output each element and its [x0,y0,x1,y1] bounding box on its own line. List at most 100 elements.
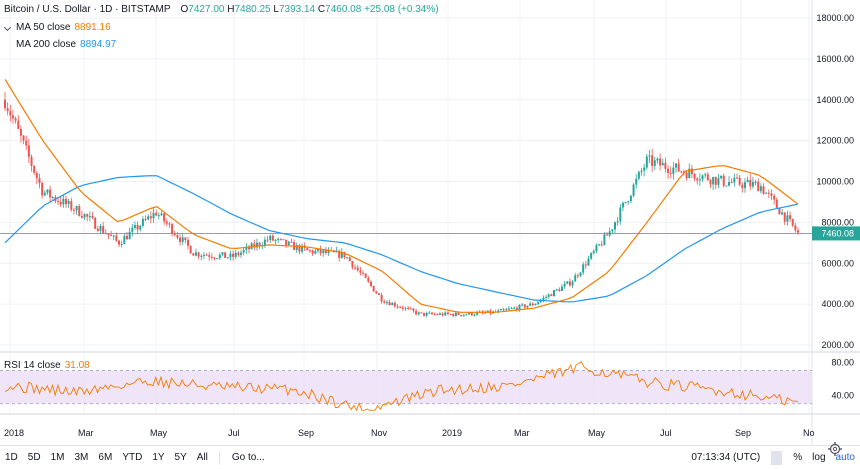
candle-body [287,241,290,246]
candle-body [96,228,99,231]
candle-body [22,135,25,141]
low-value: 7393.14 [278,4,316,15]
candle-body [255,242,258,248]
price-tick-label: 16000.00 [816,54,854,64]
timeframe-5y[interactable]: 5Y [174,452,187,463]
candle-body [590,253,593,259]
candle-body [659,158,662,166]
candle-body [62,198,65,205]
goto-button[interactable]: Go to... [231,452,265,463]
divider [218,450,220,465]
rsi-line [4,361,799,412]
bottom-toolbar: 1D 5D 1M 3M 6M YTD 1Y 5Y All Go to... 07… [0,445,860,469]
chevron-down-icon[interactable] [4,24,12,32]
candle-body [407,307,410,309]
candle-body [309,250,311,252]
log-toggle[interactable]: log [812,452,826,463]
candle-body [91,215,94,218]
candle-body [269,235,272,241]
candle-body [72,209,75,211]
candle-body [526,305,529,308]
candle-body [698,179,701,181]
candle-body [515,307,518,310]
candle-body [30,156,33,167]
last-price-label: 7460.08 [821,228,854,238]
candle-body [388,302,391,306]
candle-body [433,314,436,316]
candle-body [688,168,691,179]
candle-body [712,177,715,185]
candle-body [717,178,720,185]
candle-body [123,235,126,244]
candle-body [6,108,9,112]
ma200-value: 8894.97 [80,39,117,50]
rsi-legend[interactable]: RSI 14 close 31.08 [4,360,90,371]
candle-body [155,212,158,216]
auto-toggle[interactable]: auto [835,452,855,463]
candle-body [110,234,113,236]
candle-body [486,310,489,313]
candle-body [102,226,105,233]
candle-body [391,302,394,306]
candle-body [67,200,70,205]
candle-body [682,171,685,173]
candle-body [319,248,322,254]
clock-time: 07:13:34 (UTC) [691,452,761,463]
candle-body [677,163,680,172]
ma200-label: MA 200 close [16,39,77,50]
candle-body [759,186,762,192]
timeframe-3m[interactable]: 3M [74,452,89,463]
timeframe-1m[interactable]: 1M [50,452,65,463]
candle-body [126,235,128,240]
candle-body [205,254,208,256]
symbol-legend[interactable]: Bitcoin / U.S. Dollar · 1D · BITSTAMP O7… [4,4,439,15]
candle-body [632,184,635,196]
candle-body [78,206,81,216]
candle-body [370,281,372,286]
timeframe-all[interactable]: All [196,452,208,463]
candle-body [555,289,558,291]
candle-body [627,201,630,203]
candle-body [531,303,534,306]
timeframe-1y[interactable]: 1Y [152,452,165,463]
candle-body [165,221,168,224]
candle-body [25,140,28,146]
candle-body [428,312,431,314]
candle-body [720,175,723,179]
ma50-legend[interactable]: MA 50 close 8891.16 [4,22,111,33]
candle-body [118,240,121,245]
candle-body [592,251,595,254]
percent-toggle[interactable]: % [793,452,803,463]
candle-body [773,195,776,200]
gear-icon[interactable] [827,441,843,457]
candle-body [685,172,688,179]
candle-body [547,294,550,297]
ma200-legend[interactable]: MA 200 close 8894.97 [4,39,116,50]
candle-body [38,178,41,184]
candle-body [266,239,269,241]
candle-body [213,257,216,259]
candle-body [701,175,704,180]
candle-body [571,281,574,286]
time-tick-label: Sep [298,428,314,438]
candle-body [714,177,717,185]
candle-body [709,179,712,185]
candle-body [179,237,182,242]
open-label: O [180,4,189,15]
timeframe-5d[interactable]: 5D [27,452,41,463]
candle-body [640,170,643,172]
low-label: L [273,4,279,15]
timeframe-ytd[interactable]: YTD [122,452,143,463]
candle-body [112,235,115,237]
candle-body [619,207,622,222]
candle-body [120,243,123,245]
candle-body [582,264,585,273]
candle-body [237,252,240,256]
timeframe-1d[interactable]: 1D [5,452,18,463]
timeframe-6m[interactable]: 6M [98,452,113,463]
candle-body [600,244,603,246]
candle-body [141,219,144,226]
candle-body [343,251,346,258]
candle-body [232,253,235,257]
